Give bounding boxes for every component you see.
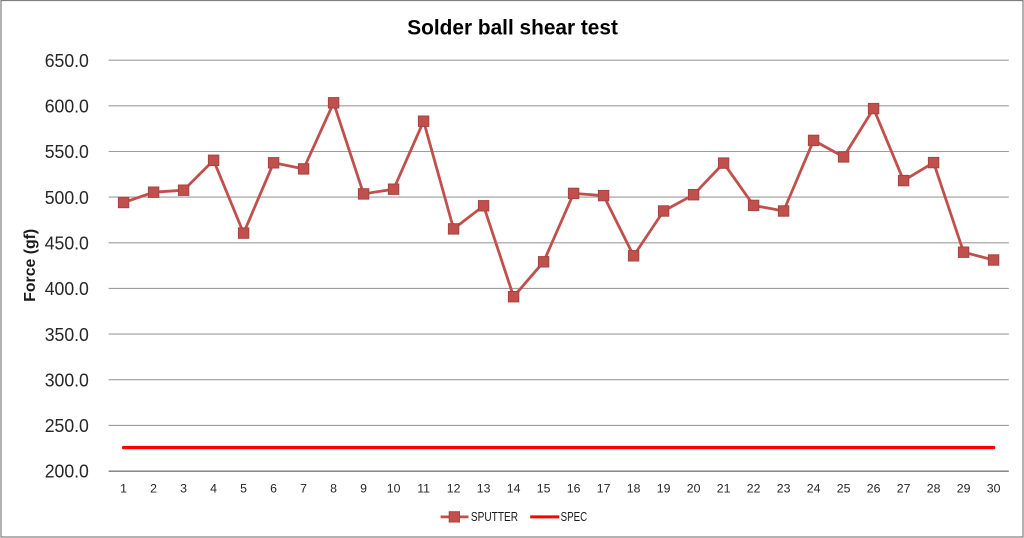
svg-text:7: 7	[300, 482, 307, 496]
svg-text:6: 6	[270, 482, 277, 496]
svg-text:3: 3	[180, 482, 187, 496]
svg-text:500.0: 500.0	[45, 188, 89, 208]
svg-text:14: 14	[507, 482, 521, 496]
svg-text:SPEC: SPEC	[561, 510, 588, 524]
svg-text:18: 18	[627, 482, 641, 496]
svg-text:11: 11	[417, 482, 430, 496]
svg-text:30: 30	[987, 482, 1001, 496]
svg-text:5: 5	[240, 482, 247, 496]
svg-text:28: 28	[927, 482, 941, 496]
svg-text:15: 15	[537, 482, 551, 496]
svg-text:16: 16	[567, 482, 581, 496]
svg-text:29: 29	[957, 482, 971, 496]
svg-text:400.0: 400.0	[45, 279, 89, 299]
svg-text:450.0: 450.0	[45, 234, 89, 254]
svg-text:12: 12	[447, 482, 461, 496]
svg-text:25: 25	[837, 482, 851, 496]
svg-text:21: 21	[717, 482, 731, 496]
svg-text:550.0: 550.0	[45, 142, 89, 162]
svg-text:19: 19	[657, 482, 671, 496]
svg-text:13: 13	[477, 482, 491, 496]
svg-text:26: 26	[867, 482, 881, 496]
svg-text:27: 27	[897, 482, 911, 496]
svg-text:600.0: 600.0	[45, 97, 89, 117]
svg-text:2: 2	[150, 482, 157, 496]
svg-text:250.0: 250.0	[45, 416, 89, 436]
svg-text:8: 8	[330, 482, 337, 496]
svg-text:350.0: 350.0	[45, 325, 89, 345]
svg-text:23: 23	[777, 482, 791, 496]
svg-text:20: 20	[687, 482, 701, 496]
svg-text:Solder ball shear test: Solder ball shear test	[407, 15, 618, 39]
svg-text:24: 24	[807, 482, 821, 496]
svg-text:Force (gf): Force (gf)	[22, 229, 39, 302]
svg-text:1: 1	[120, 482, 127, 496]
svg-text:650.0: 650.0	[45, 51, 89, 71]
svg-text:17: 17	[597, 482, 611, 496]
svg-text:9: 9	[360, 482, 367, 496]
svg-text:300.0: 300.0	[45, 370, 89, 390]
svg-text:10: 10	[387, 482, 401, 496]
svg-text:22: 22	[747, 482, 761, 496]
svg-text:4: 4	[210, 482, 217, 496]
svg-text:SPUTTER: SPUTTER	[471, 510, 518, 524]
svg-text:200.0: 200.0	[45, 462, 89, 482]
